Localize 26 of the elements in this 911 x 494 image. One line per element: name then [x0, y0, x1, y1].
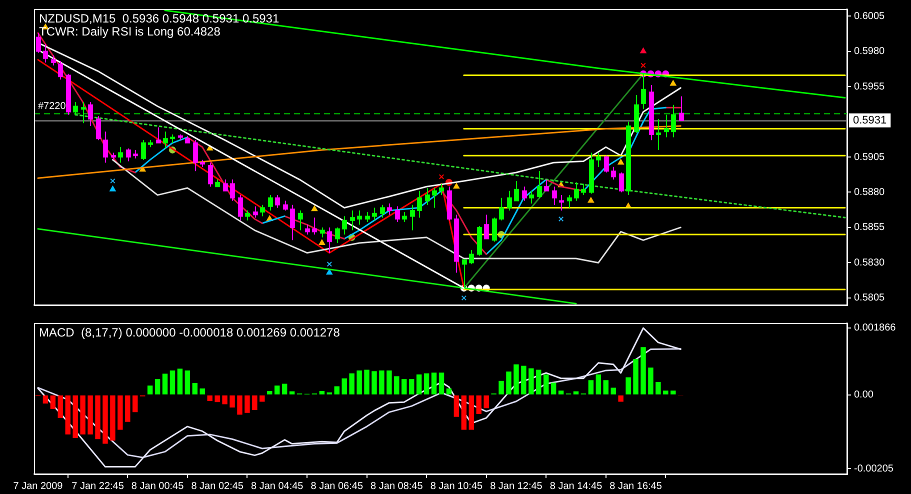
y-tick-label: 0.5805 — [854, 292, 886, 304]
y-tick-label: 0.5955 — [854, 81, 886, 92]
y-tick-label: 0.5830 — [854, 257, 886, 268]
x-tick-label: 8 Jan 10:45 — [430, 480, 484, 492]
text: TCWR: Daily RSI is Long 60.4828 — [39, 24, 221, 38]
x-tick-label: 8 Jan 16:45 — [610, 480, 662, 492]
y-tick-label: 0.5855 — [854, 222, 886, 234]
ref-line-label: 0.5931 — [853, 114, 887, 126]
y-tick-label: 0.001866 — [854, 322, 896, 334]
x-tick-label: 7 Jan 2009 — [13, 480, 64, 492]
x-tick-label: 8 Jan 02:45 — [191, 480, 244, 492]
x-tick-label: 8 Jan 08:45 — [370, 480, 424, 492]
y-tick-label: 0.5905 — [854, 152, 886, 163]
y-tick-label: -0.00205 — [854, 463, 894, 474]
x-tick-label: 8 Jan 06:45 — [310, 480, 364, 492]
x-tick-label: 8 Jan 04:45 — [250, 480, 304, 492]
x-tick-label: 7 Jan 22:45 — [72, 480, 124, 492]
x-tick-label: 8 Jan 12:45 — [490, 480, 543, 492]
x-tick-label: 8 Jan 00:45 — [131, 480, 184, 492]
x-tick-label: 8 Jan 14:45 — [550, 480, 603, 492]
y-tick-label: 0.5980 — [854, 46, 886, 58]
chart-title: MACD (8,17,7) 0.000000 -0.000018 0.001269 0.001278 — [39, 325, 340, 340]
y-tick-label: 0.6005 — [854, 10, 886, 22]
y-tick-label: 0.5880 — [854, 186, 886, 198]
annotation: #7220 — [38, 101, 66, 112]
y-tick-label: 0.00 — [854, 390, 874, 401]
